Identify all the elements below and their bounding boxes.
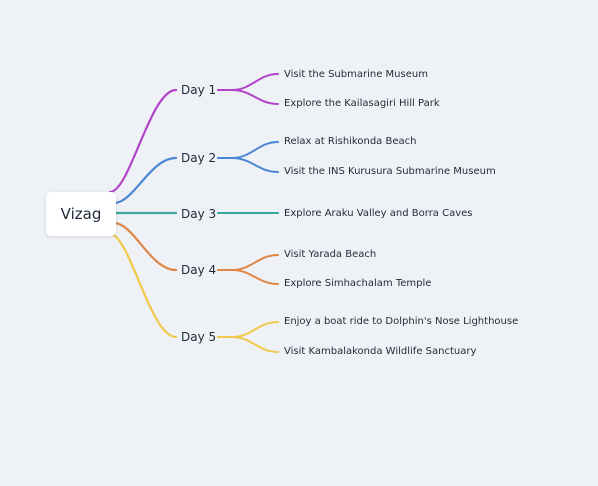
connector-root-day-4 <box>112 221 178 272</box>
connector-day-2-leaf-1 <box>217 141 279 159</box>
connector-root-day-5 <box>108 232 178 339</box>
leaf-day-5-item-2[interactable]: Visit Kambalakonda Wildlife Sanctuary <box>284 346 477 357</box>
connector-day-2-leaf-2 <box>217 157 279 173</box>
leaf-day-2-item-2[interactable]: Visit the INS Kurusura Submarine Museum <box>284 166 496 177</box>
leaf-day-5-item-1[interactable]: Enjoy a boat ride to Dolphin's Nose Ligh… <box>284 316 519 327</box>
connector-day-5-leaf-2 <box>217 336 279 353</box>
connector-day-5-leaf-1 <box>217 321 279 338</box>
leaf-day-1-item-2[interactable]: Explore the Kailasagiri Hill Park <box>284 98 440 109</box>
branch-day-4[interactable]: Day 4 <box>181 263 217 277</box>
branch-day-1[interactable]: Day 1 <box>181 83 217 97</box>
connector-day-1-leaf-1 <box>217 73 279 91</box>
root-node-vizag[interactable]: Vizag <box>46 192 116 236</box>
leaf-day-4-item-1[interactable]: Visit Yarada Beach <box>284 249 377 260</box>
branch-day-2[interactable]: Day 2 <box>181 151 217 165</box>
connector-root-day-2 <box>112 156 178 205</box>
connector-day-1-leaf-2 <box>217 89 279 105</box>
leaf-day-1-item-1[interactable]: Visit the Submarine Museum <box>284 69 428 80</box>
connector-day-4-leaf-1 <box>217 254 279 271</box>
leaf-day-3-item-1[interactable]: Explore Araku Valley and Borra Caves <box>284 208 473 219</box>
connector-root-day-1 <box>108 88 178 194</box>
branch-day-5[interactable]: Day 5 <box>181 330 217 344</box>
leaf-day-2-item-1[interactable]: Relax at Rishikonda Beach <box>284 136 417 147</box>
leaf-day-4-item-2[interactable]: Explore Simhachalam Temple <box>284 278 432 289</box>
connector-day-4-leaf-2 <box>217 269 279 285</box>
branch-day-3[interactable]: Day 3 <box>181 207 217 221</box>
